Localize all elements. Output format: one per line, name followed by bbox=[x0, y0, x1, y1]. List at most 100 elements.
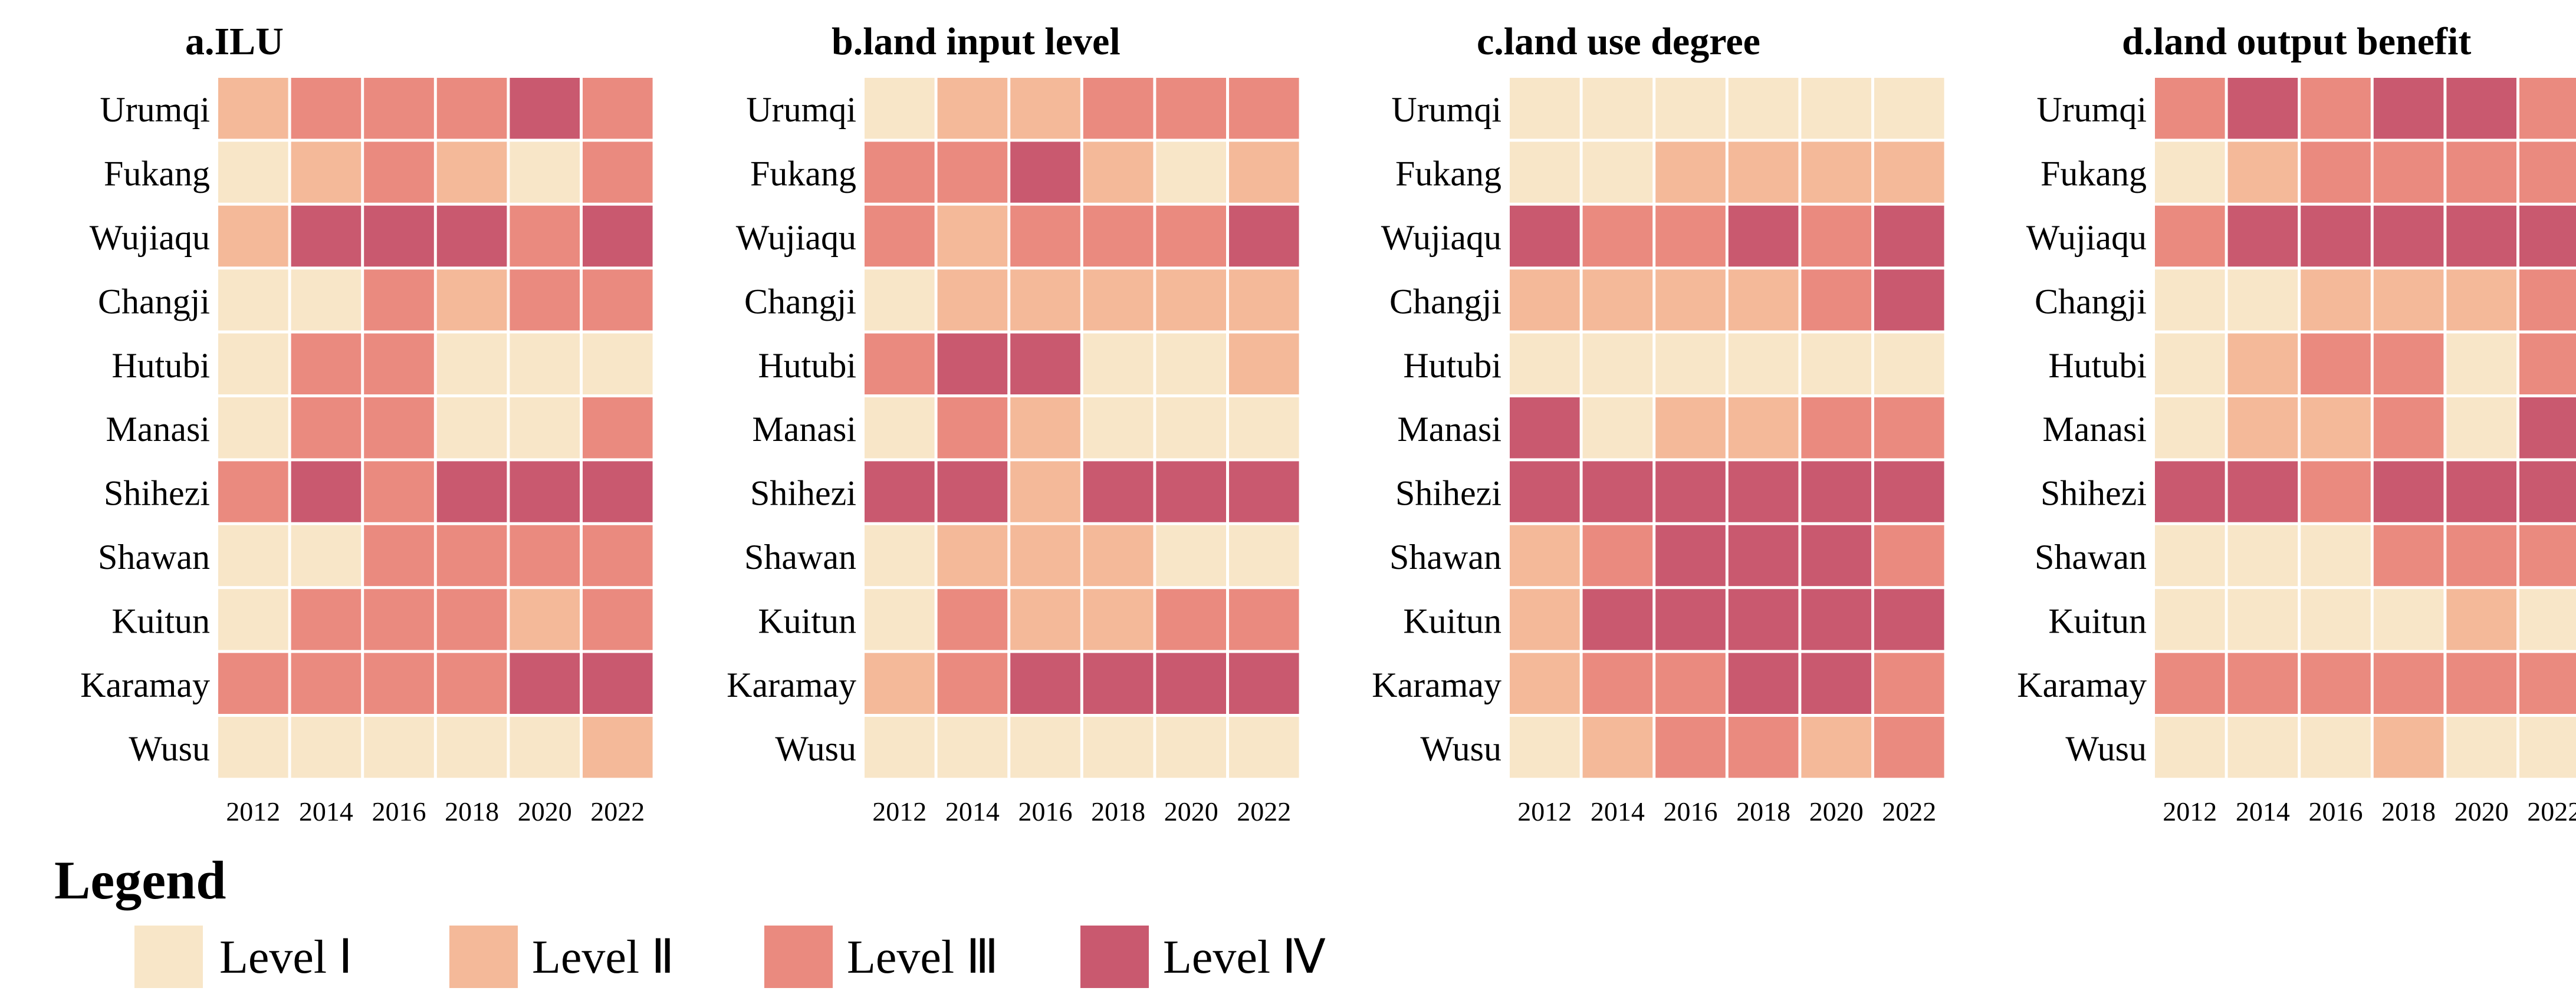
heatmap-cell bbox=[1582, 333, 1653, 394]
heatmap-cell bbox=[1229, 717, 1299, 778]
row-label: Kuitun bbox=[2048, 601, 2147, 640]
row-label: Shawan bbox=[1389, 538, 1501, 577]
row-label: Wusu bbox=[129, 729, 210, 768]
heatmap-cell bbox=[583, 141, 653, 203]
heatmap-cell bbox=[2155, 269, 2225, 331]
heatmap-cell bbox=[1801, 141, 1871, 203]
heatmap-cell bbox=[2519, 397, 2576, 459]
heatmap-cell bbox=[291, 717, 362, 778]
heatmap-cell bbox=[1083, 269, 1154, 331]
heatmap-cell bbox=[1582, 269, 1653, 331]
panel-3: c.land use degree Urumqi Fukang Wujiaqu Chan… bbox=[1372, 20, 1944, 827]
heatmap-cell bbox=[1156, 333, 1226, 394]
heatmap-cell bbox=[2519, 205, 2576, 267]
heatmap-cell bbox=[2446, 205, 2516, 267]
heatmap-cell bbox=[1655, 78, 1726, 139]
heatmap-cell bbox=[2519, 525, 2576, 587]
heatmap-cell bbox=[2301, 397, 2371, 459]
row-label: Shihezi bbox=[104, 474, 210, 513]
panel-title: d.land output benefit bbox=[2122, 20, 2471, 63]
heatmap-cell bbox=[2227, 653, 2298, 714]
heatmap-cell bbox=[291, 397, 362, 459]
heatmap-cell bbox=[1728, 461, 1799, 522]
heatmap-cell bbox=[2301, 525, 2371, 587]
heatmap-cell bbox=[291, 78, 362, 139]
heatmap-cell bbox=[2301, 78, 2371, 139]
row-label: Fukang bbox=[2041, 154, 2147, 193]
heatmap-cell bbox=[364, 205, 434, 267]
row-label: Kuitun bbox=[1403, 601, 1501, 640]
heatmap-cell bbox=[510, 589, 580, 650]
heatmap-cell bbox=[2301, 205, 2371, 267]
heatmap-cell bbox=[1156, 525, 1226, 587]
heatmap-cell bbox=[364, 269, 434, 331]
heatmap-cell bbox=[1801, 78, 1871, 139]
heatmap-cell bbox=[2373, 717, 2444, 778]
heatmap-cell bbox=[583, 717, 653, 778]
heatmap-cell bbox=[937, 589, 1008, 650]
heatmap-cell bbox=[1874, 653, 1944, 714]
heatmap-cell bbox=[1010, 141, 1080, 203]
heatmap-cell bbox=[1083, 141, 1154, 203]
heatmap-cell bbox=[364, 333, 434, 394]
heatmap-cell bbox=[364, 78, 434, 139]
heatmap-cell bbox=[1083, 653, 1154, 714]
heatmap-cell bbox=[1010, 333, 1080, 394]
panel-title: c.land use degree bbox=[1477, 20, 1760, 63]
heatmap-cell bbox=[1083, 78, 1154, 139]
heatmap-cell bbox=[1510, 269, 1580, 331]
heatmap-cell bbox=[2227, 205, 2298, 267]
heatmap-cell bbox=[2446, 269, 2516, 331]
row-label: Karamay bbox=[1372, 666, 1501, 704]
heatmap-cell bbox=[865, 397, 935, 459]
panel-2: b.land input level Urumqi Fukang Wujiaqu Cha… bbox=[727, 20, 1299, 827]
x-tick-label: 2014 bbox=[1591, 796, 1645, 827]
heatmap-cell bbox=[1582, 653, 1653, 714]
heatmap-cell bbox=[865, 141, 935, 203]
heatmap-cell bbox=[436, 78, 507, 139]
heatmap-cell bbox=[583, 589, 653, 650]
heatmap-cell bbox=[291, 461, 362, 522]
heatmap-cell bbox=[218, 141, 288, 203]
heatmap-cell bbox=[1083, 717, 1154, 778]
panel-1: a.ILU Urumqi Fukang Wujiaqu Changji Hutubi Man… bbox=[80, 20, 653, 827]
legend-label-level-2: Level Ⅱ bbox=[532, 931, 674, 983]
heatmap-cell bbox=[1510, 397, 1580, 459]
heatmap-cell bbox=[1582, 717, 1653, 778]
row-label: Shihezi bbox=[1395, 474, 1501, 513]
heatmap-cell bbox=[2446, 589, 2516, 650]
legend-swatch-level-2 bbox=[449, 926, 518, 988]
heatmap-cell bbox=[2519, 333, 2576, 394]
heatmap-cell bbox=[291, 653, 362, 714]
row-label: Hutubi bbox=[111, 346, 210, 385]
heatmap-cell bbox=[937, 78, 1008, 139]
legend-swatch-level-4 bbox=[1080, 926, 1149, 988]
heatmap-cell bbox=[583, 205, 653, 267]
heatmap-cell bbox=[2373, 461, 2444, 522]
heatmap-cell bbox=[2301, 717, 2371, 778]
heatmap-cell bbox=[2227, 141, 2298, 203]
heatmap-cell bbox=[2227, 269, 2298, 331]
heatmap-cell bbox=[1582, 525, 1653, 587]
heatmap-cell bbox=[2301, 141, 2371, 203]
x-tick-label: 2016 bbox=[2309, 796, 2363, 827]
row-label: Shihezi bbox=[2041, 474, 2147, 513]
heatmap-cell bbox=[2446, 653, 2516, 714]
row-label: Hutubi bbox=[2048, 346, 2147, 385]
heatmap-cell bbox=[2301, 653, 2371, 714]
heatmap-cell bbox=[1728, 141, 1799, 203]
heatmap-cell bbox=[1229, 141, 1299, 203]
heatmap-cell bbox=[1728, 333, 1799, 394]
heatmap-cell bbox=[291, 589, 362, 650]
heatmap-cell bbox=[1801, 717, 1871, 778]
heatmap-cell bbox=[218, 78, 288, 139]
row-label: Wujiaqu bbox=[90, 218, 210, 257]
row-label: Kuitun bbox=[111, 601, 210, 640]
heatmap-cell bbox=[2301, 589, 2371, 650]
heatmap-cell bbox=[1510, 717, 1580, 778]
x-tick-label: 2018 bbox=[2381, 796, 2436, 827]
heatmap-cell bbox=[1083, 589, 1154, 650]
heatmap-cell bbox=[2155, 525, 2225, 587]
heatmap-cell bbox=[1874, 333, 1944, 394]
heatmap-cell bbox=[2446, 78, 2516, 139]
